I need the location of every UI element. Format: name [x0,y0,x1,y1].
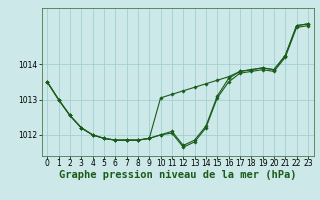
X-axis label: Graphe pression niveau de la mer (hPa): Graphe pression niveau de la mer (hPa) [59,170,296,180]
